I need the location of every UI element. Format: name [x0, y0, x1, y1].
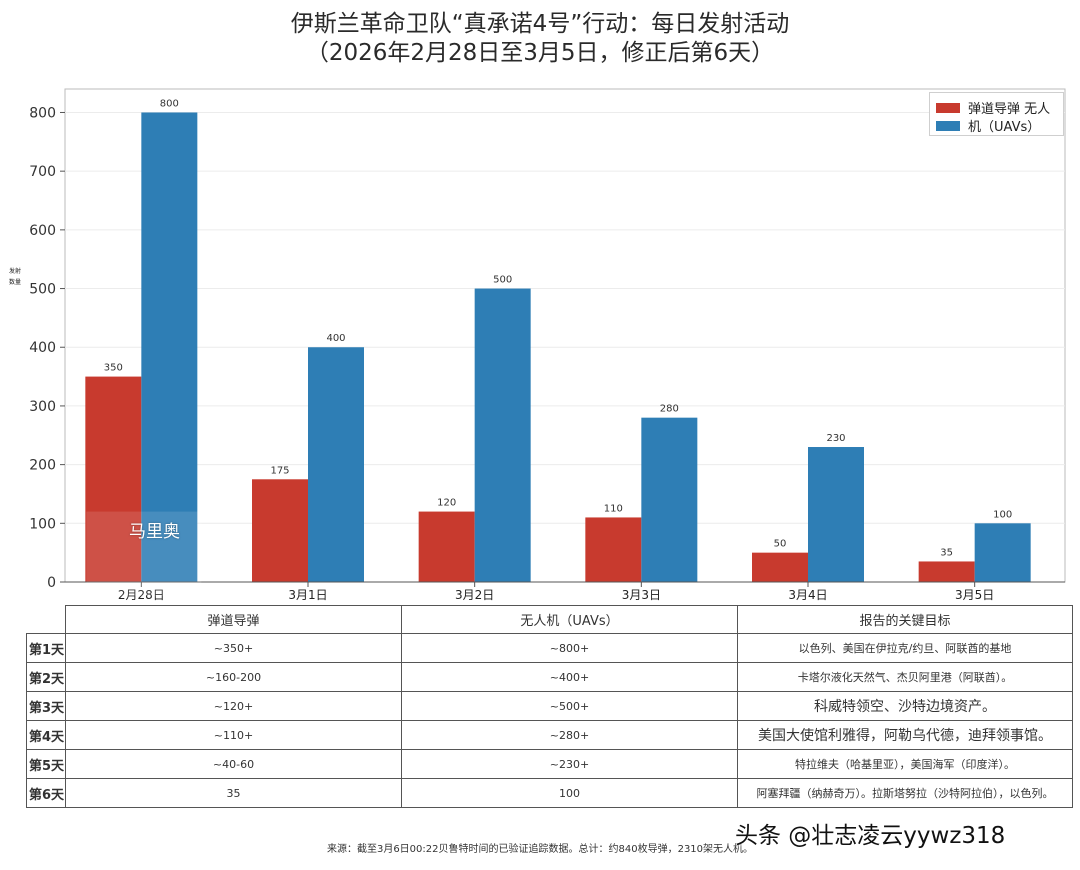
day-cell: 第1天: [26, 633, 66, 663]
day-cell: 第4天: [26, 720, 66, 750]
header-missiles: 弹道导弹: [65, 605, 402, 634]
daily-summary-table: 弹道导弹 无人机（UAVs） 报告的关键目标 第1天 ~350+ ~800+ 以…: [26, 605, 1073, 808]
y-tick-label: 700: [29, 164, 56, 180]
table-row: 第2天 ~160-200 ~400+ 卡塔尔液化天然气、杰贝阿里港（阿联酋）。: [26, 662, 1073, 692]
uavs-cell: ~800+: [401, 633, 738, 663]
bar-uavs: [308, 347, 364, 582]
y-axis-label: 发射: [9, 267, 21, 275]
x-tick-label: 3月3日: [622, 588, 661, 602]
bar-uavs: [974, 523, 1031, 582]
x-tick-label: 3月2日: [455, 588, 494, 602]
bar-missiles: [585, 517, 642, 582]
table-row: 第4天 ~110+ ~280+ 美国大使馆利雅得，阿勒乌代德，迪拜领事馆。: [26, 720, 1073, 750]
targets-cell: 美国大使馆利雅得，阿勒乌代德，迪拜领事馆。: [737, 720, 1073, 750]
table-row: 第6天 35 100 阿塞拜疆（纳赫奇万）。拉斯塔努拉（沙特阿拉伯），以色列。: [26, 778, 1073, 808]
bar-missiles: [918, 561, 975, 582]
data-label: 175: [270, 465, 289, 476]
bar-missiles: [252, 479, 308, 582]
table-corner-cell: [26, 605, 66, 634]
bar-uavs: [641, 417, 698, 582]
uavs-cell: 100: [401, 778, 738, 808]
data-label: 350: [104, 363, 123, 374]
bar-uavs: [808, 447, 864, 582]
legend-item-uavs: 机（UAVs）: [936, 116, 1040, 135]
bar-missiles: [752, 552, 808, 582]
targets-cell: 科威特领空、沙特边境资产。: [737, 691, 1073, 721]
chart-title: 伊斯兰革命卫队“真承诺4号”行动：每日发射活动: [290, 11, 790, 37]
overlay-watermark: 头条 @壮志凌云yywz318: [735, 823, 1006, 849]
data-label: 500: [493, 275, 512, 286]
x-tick-label: 2月28日: [118, 588, 165, 602]
bar-missiles: [85, 376, 142, 582]
y-tick-label: 600: [29, 223, 56, 239]
y-axis-label: 数量: [9, 278, 21, 286]
data-label: 400: [326, 333, 345, 344]
missiles-cell: 35: [65, 778, 402, 808]
data-label: 800: [160, 98, 179, 109]
day-cell: 第2天: [26, 662, 66, 692]
y-tick-label: 800: [29, 105, 56, 121]
x-tick-label: 3月1日: [288, 588, 327, 602]
x-tick-label: 3月4日: [788, 588, 827, 602]
data-label: 100: [993, 509, 1012, 520]
bar-uavs: [474, 288, 531, 582]
legend-swatch-uavs: [936, 120, 960, 131]
table-header-row: 弹道导弹 无人机（UAVs） 报告的关键目标: [26, 605, 1073, 634]
y-tick-label: 500: [29, 282, 56, 298]
day-cell: 第5天: [26, 749, 66, 779]
chart-legend: 弹道导弹 无人 机（UAVs）: [929, 92, 1064, 136]
missiles-cell: ~40-60: [65, 749, 402, 779]
missiles-cell: ~110+: [65, 720, 402, 750]
uavs-cell: ~500+: [401, 691, 738, 721]
data-label: 50: [774, 539, 787, 550]
table-row: 第5天 ~40-60 ~230+ 特拉维夫（哈基里亚），美国海军（印度洋）。: [26, 749, 1073, 779]
targets-cell: 以色列、美国在伊拉克/约旦、阿联酋的基地: [737, 633, 1073, 663]
data-label: 110: [604, 503, 623, 514]
missiles-cell: ~160-200: [65, 662, 402, 692]
table-row: 第3天 ~120+ ~500+ 科威特领空、沙特边境资产。: [26, 691, 1073, 721]
legend-label-missiles: 弹道导弹 无人: [968, 102, 1051, 117]
data-label: 230: [826, 433, 845, 444]
watermark-text: 马里奥: [129, 522, 180, 542]
source-note: 来源：截至3月6日00:22贝鲁特时间的已验证追踪数据。总计：约840枚导弹，2…: [326, 844, 754, 855]
targets-cell: 卡塔尔液化天然气、杰贝阿里港（阿联酋）。: [737, 662, 1073, 692]
day-cell: 第3天: [26, 691, 66, 721]
uavs-cell: ~280+: [401, 720, 738, 750]
chart-subtitle: （2026年2月28日至3月5日，修正后第6天）: [305, 40, 775, 66]
data-label: 280: [660, 404, 679, 415]
legend-swatch-missiles: [936, 102, 960, 113]
watermark-box: [86, 511, 202, 597]
day-cell: 第6天: [26, 778, 66, 808]
targets-cell: 阿塞拜疆（纳赫奇万）。拉斯塔努拉（沙特阿拉伯），以色列。: [737, 778, 1073, 808]
targets-cell: 特拉维夫（哈基里亚），美国海军（印度洋）。: [737, 749, 1073, 779]
y-tick-label: 200: [29, 458, 56, 474]
data-label: 120: [437, 498, 456, 509]
legend-item-missiles: 弹道导弹 无人: [936, 98, 1050, 117]
bar-missiles: [418, 511, 475, 582]
header-uavs: 无人机（UAVs）: [401, 605, 738, 634]
uavs-cell: ~400+: [401, 662, 738, 692]
missiles-cell: ~350+: [65, 633, 402, 663]
y-tick-label: 0: [47, 575, 56, 591]
table-row: 第1天 ~350+ ~800+ 以色列、美国在伊拉克/约旦、阿联酋的基地: [26, 633, 1073, 663]
plot-area: [64, 88, 1066, 583]
y-tick-label: 300: [29, 399, 56, 415]
data-label: 35: [940, 547, 953, 558]
y-tick-label: 400: [29, 340, 56, 356]
legend-label-uavs: 机（UAVs）: [968, 120, 1041, 135]
uavs-cell: ~230+: [401, 749, 738, 779]
x-tick-label: 3月5日: [955, 588, 994, 602]
missiles-cell: ~120+: [65, 691, 402, 721]
bar-uavs: [141, 112, 198, 582]
y-tick-label: 100: [29, 516, 56, 532]
header-targets: 报告的关键目标: [737, 605, 1073, 634]
